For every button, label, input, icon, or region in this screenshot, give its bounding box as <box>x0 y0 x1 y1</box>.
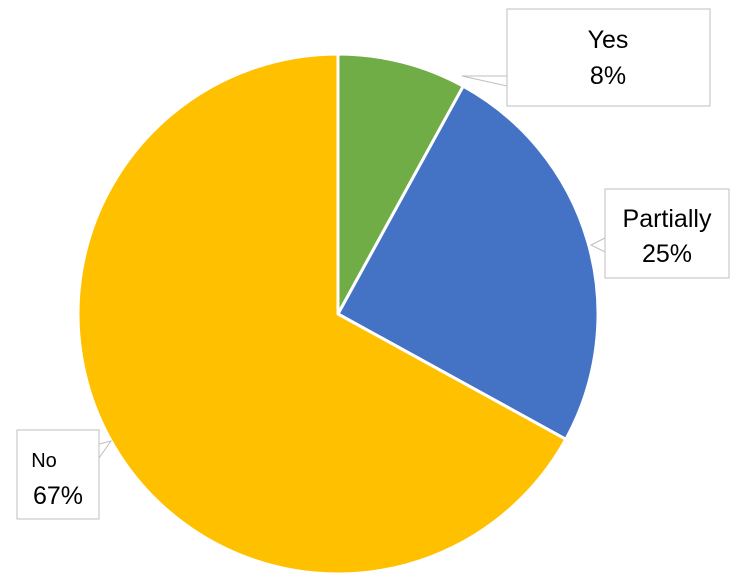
callout-partially: Partially 25% <box>589 188 730 279</box>
callout-category-label: Partially <box>623 205 712 233</box>
data-label-callouts: Yes 8% Partially 25% No 67% <box>16 8 730 520</box>
callout-yes: Yes 8% <box>461 8 711 107</box>
callout-box <box>16 429 100 520</box>
callout-pointer <box>461 75 508 87</box>
callout-category-label: No <box>31 450 57 472</box>
pie-slices <box>76 52 600 573</box>
callout-box <box>506 8 711 107</box>
callout-percentage-label: 67% <box>33 482 83 510</box>
callout-percentage-label: 8% <box>590 62 626 90</box>
callout-no: No 67% <box>16 429 113 520</box>
callout-category-label: Yes <box>588 26 629 54</box>
pie-slice-no <box>76 52 568 573</box>
pie-slice-partially <box>336 84 600 441</box>
pie-slice-yes <box>336 52 465 316</box>
callout-pointer <box>98 440 113 460</box>
callout-pointer <box>589 237 606 253</box>
callout-percentage-label: 25% <box>642 240 692 268</box>
callout-box <box>604 188 730 279</box>
